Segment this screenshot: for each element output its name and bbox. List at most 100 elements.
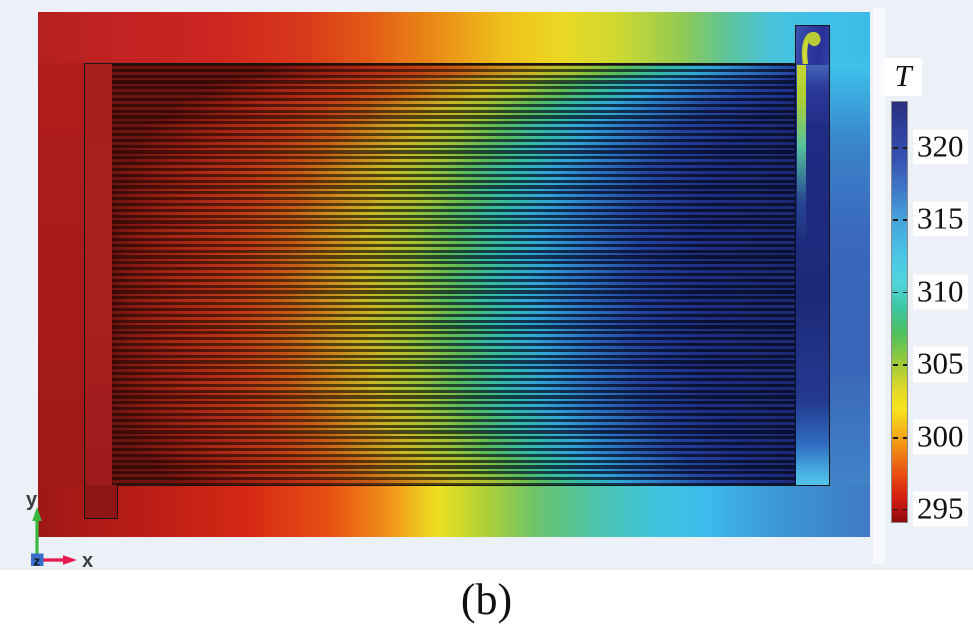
colorbar-tick — [893, 364, 898, 366]
channel-row — [112, 223, 795, 227]
plate-left-band — [38, 63, 84, 486]
channel-row — [112, 433, 795, 437]
channel-row — [112, 124, 795, 128]
channel-row — [112, 462, 795, 466]
heat-sink-plate — [38, 12, 870, 537]
inlet-port — [83, 484, 118, 519]
channel-row — [112, 147, 795, 151]
z-axis-marker — [31, 553, 44, 566]
channel-row — [112, 281, 795, 285]
channel-row — [112, 252, 795, 256]
channel-row — [112, 270, 795, 273]
channel-row — [112, 217, 795, 221]
colorbar-tick-label: 320 — [913, 129, 968, 165]
channel-row — [112, 410, 795, 413]
channel-row — [112, 258, 795, 262]
panel-gap — [873, 8, 885, 564]
axis-triad: y x z — [26, 489, 93, 572]
colorbar-tick — [902, 291, 907, 294]
channel-row — [112, 322, 795, 326]
colorbar-title: T — [884, 58, 922, 96]
channel-row — [112, 71, 795, 75]
channel-row — [112, 171, 795, 174]
channel-row — [112, 95, 795, 98]
channel-row — [112, 246, 795, 250]
channel-row — [112, 427, 795, 431]
channel-row — [112, 66, 795, 69]
channel-row — [112, 206, 795, 209]
colorbar-tick — [902, 146, 907, 149]
channel-row — [112, 386, 795, 390]
channel-row — [112, 159, 795, 163]
colorbar-tick-label: 310 — [913, 274, 968, 310]
channel-row — [112, 398, 795, 402]
colorbar-tick-label: 305 — [913, 346, 968, 382]
colorbar-tick-label: 295 — [913, 491, 968, 527]
warm-plume — [796, 63, 806, 248]
colorbar-tick — [893, 508, 898, 511]
channel-row — [112, 340, 795, 343]
channel-row — [112, 404, 795, 408]
channel-row — [112, 468, 795, 472]
channel-row — [112, 293, 795, 297]
colorbar-tick — [893, 146, 898, 149]
channel-row — [112, 375, 795, 378]
channel-row — [112, 130, 795, 133]
channel-row — [112, 357, 795, 361]
channel-row — [112, 118, 795, 122]
channel-row — [112, 346, 795, 349]
channel-row — [112, 299, 795, 303]
channel-row — [112, 136, 795, 139]
channel-row — [112, 77, 795, 81]
plate-top-band — [38, 12, 870, 63]
channel-row — [112, 328, 795, 332]
colorbar-tick-label: 315 — [913, 201, 968, 237]
channel-row — [112, 392, 795, 396]
outlet-manifold — [795, 63, 830, 486]
colorbar-labels: 320 315 310 305 300 295 — [913, 101, 973, 527]
channel-row — [112, 264, 795, 268]
channel-row — [112, 200, 795, 203]
colorbar-tick — [902, 436, 907, 439]
channel-row — [112, 351, 795, 355]
channel-row — [112, 194, 795, 198]
colorbar-tick-label: 300 — [913, 419, 968, 455]
channel-row — [112, 188, 795, 192]
channel-row — [112, 474, 795, 478]
channel-row — [112, 153, 795, 157]
channel-row — [112, 101, 795, 104]
colorbar-tick — [902, 364, 907, 366]
channel-row — [112, 141, 795, 145]
outlet-port — [795, 25, 830, 65]
channel-row — [112, 165, 795, 168]
channel-row — [112, 334, 795, 338]
channel-array — [111, 64, 796, 485]
channel-row — [112, 241, 795, 244]
channel-row — [112, 182, 795, 186]
channel-row — [112, 445, 795, 448]
channel-row — [112, 363, 795, 367]
channel-row — [112, 305, 795, 308]
channel-row — [112, 287, 795, 291]
inlet-manifold — [83, 63, 112, 486]
channel-row — [112, 106, 795, 110]
channel-row — [112, 369, 795, 373]
flow-domain — [83, 63, 830, 486]
channel-row — [112, 229, 795, 233]
channel-row — [112, 421, 795, 425]
channel-row — [112, 235, 795, 238]
x-axis-label: x — [82, 550, 93, 572]
channel-row — [112, 83, 795, 87]
outlet-vortex-icon — [801, 31, 821, 65]
colorbar — [891, 101, 908, 523]
channel-row — [112, 112, 795, 116]
channel-row — [112, 439, 795, 443]
channel-row — [112, 480, 795, 483]
figure-caption: (b) — [0, 570, 973, 625]
channel-row — [112, 176, 795, 180]
channel-row — [112, 211, 795, 215]
colorbar-tick — [893, 291, 898, 294]
z-axis-label: z — [34, 554, 41, 569]
channel-row — [112, 311, 795, 314]
